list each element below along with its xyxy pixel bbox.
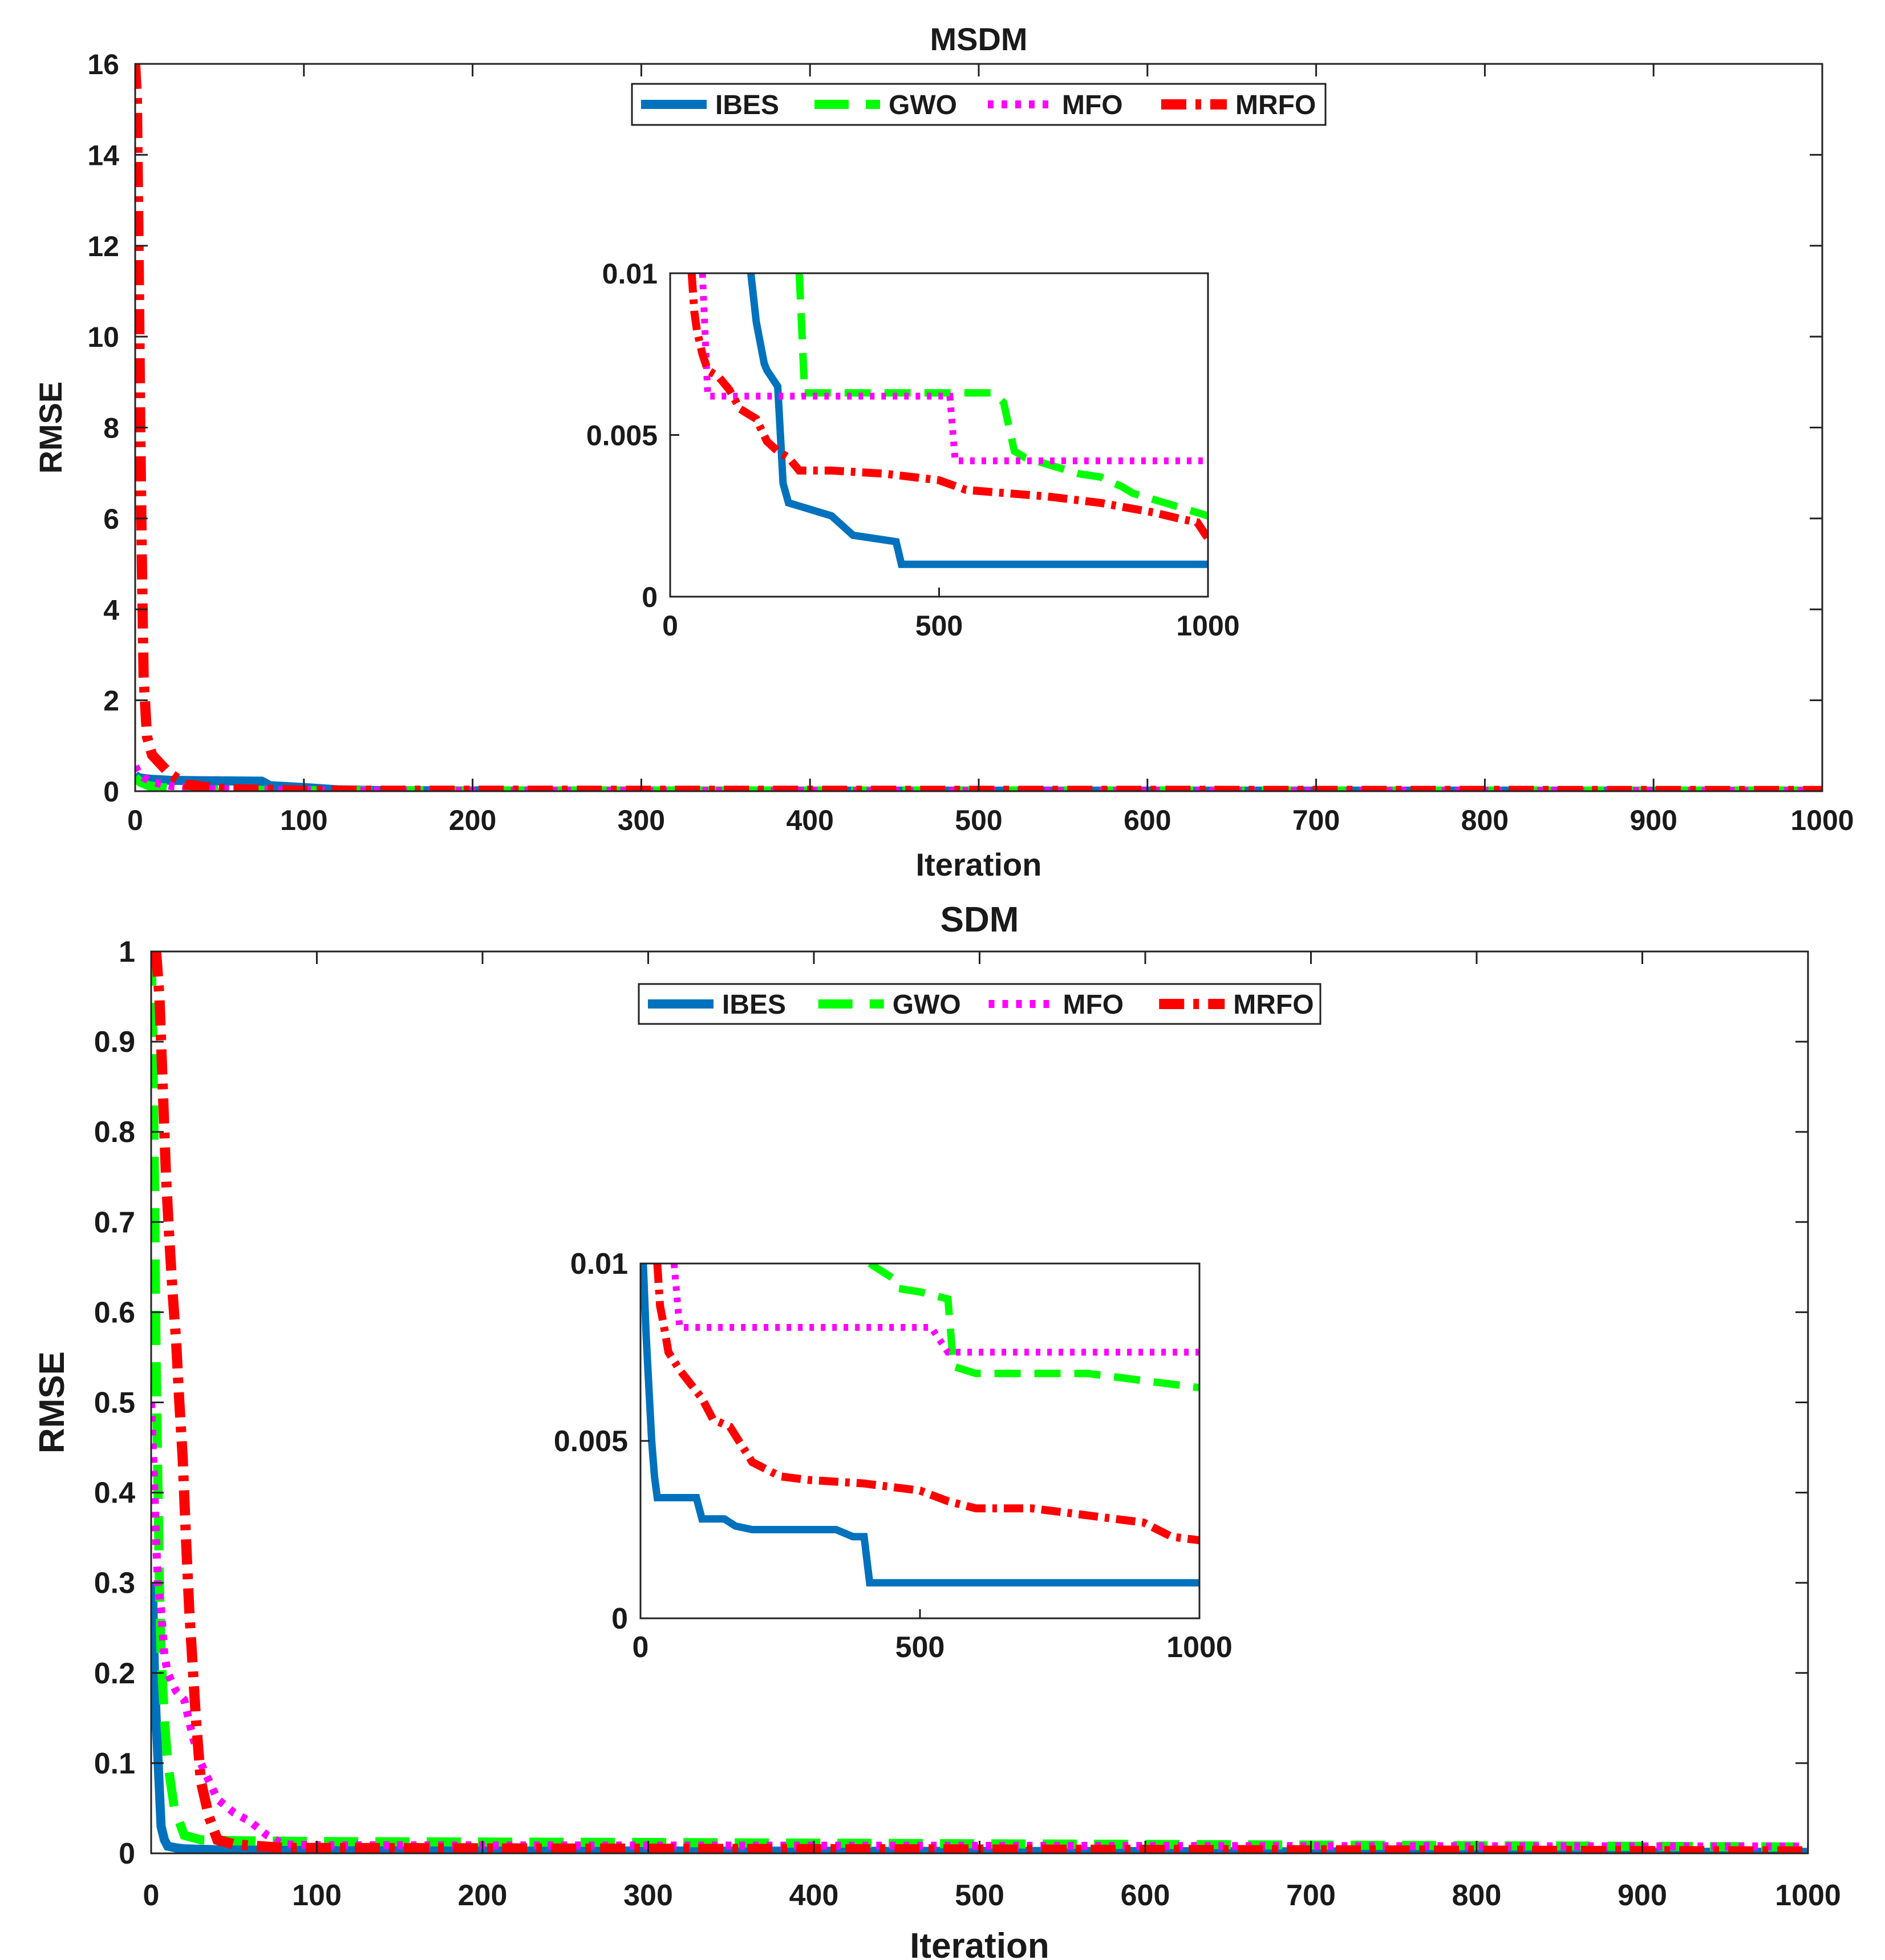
- legend: IBES GWO MFO MRFO: [638, 983, 1321, 1025]
- series-line-ibes: [151, 1582, 1808, 1853]
- x-tick-label: 800: [1452, 1879, 1502, 1912]
- y-axis-label: RMSE: [33, 1351, 72, 1453]
- x-tick-label: 400: [789, 1879, 839, 1912]
- x-tick-label: 500: [955, 1879, 1004, 1912]
- inset-y-tick-label: 0.005: [586, 420, 658, 452]
- y-tick-label: 0.9: [94, 1026, 135, 1059]
- series-line-mrfo: [151, 951, 1808, 1853]
- y-tick-label: 12: [87, 230, 119, 262]
- inset-background: [641, 1264, 1199, 1618]
- legend-label-mfo: MFO: [1063, 990, 1124, 1020]
- y-tick-label: 0.6: [94, 1296, 135, 1329]
- inset-y-tick-label: 0.01: [602, 258, 658, 290]
- y-tick-label: 0.1: [94, 1747, 135, 1780]
- inset-y-tick-label: 0.005: [554, 1425, 628, 1458]
- y-tick-label: 0.4: [94, 1477, 135, 1510]
- y-tick-label: 0: [119, 1837, 135, 1870]
- legend-label-mrfo: MRFO: [1233, 990, 1314, 1020]
- inset-line-gwo: [795, 273, 1208, 520]
- x-axis-label: Iteration: [916, 847, 1042, 882]
- inset-series-group: [641, 1264, 1199, 1587]
- y-tick-label: 10: [87, 321, 119, 353]
- x-axis-label: Iteration: [910, 1926, 1049, 1960]
- y-tick-label: 1: [119, 936, 135, 969]
- x-tick-label: 0: [127, 804, 143, 836]
- inset-x-tick-label: 0: [662, 610, 678, 642]
- x-tick-label: 700: [1286, 1879, 1336, 1912]
- x-tick-label: 300: [623, 1879, 673, 1912]
- x-tick-label: 600: [1124, 804, 1171, 836]
- legend-label-ibes: IBES: [715, 90, 779, 120]
- legend: IBES GWO MFO MRFO: [631, 83, 1327, 126]
- inset-line-mrfo: [653, 1264, 1199, 1545]
- inset-x-tick-label: 500: [895, 1631, 945, 1664]
- x-tick-label: 900: [1629, 804, 1677, 836]
- y-tick-label: 0.8: [94, 1116, 135, 1149]
- y-tick-label: 6: [103, 503, 119, 535]
- inset-x-tick-label: 500: [915, 610, 963, 642]
- inset-line-ibes: [747, 273, 1208, 568]
- legend-label-mfo: MFO: [1062, 90, 1123, 120]
- x-tick-label: 400: [786, 804, 833, 836]
- legend-label-gwo: GWO: [889, 90, 957, 120]
- series-line-mrfo: [135, 63, 1822, 791]
- y-axis-label: RMSE: [33, 382, 68, 474]
- y-tick-label: 16: [87, 48, 119, 80]
- inset-x-tick-label: 1000: [1176, 610, 1239, 642]
- y-tick-label: 8: [103, 412, 119, 444]
- series-group: [151, 951, 1808, 1853]
- y-tick-label: 0: [103, 776, 119, 808]
- y-tick-label: 2: [103, 685, 119, 717]
- x-tick-label: 700: [1292, 804, 1340, 836]
- inset-x-tick-label: 1000: [1166, 1631, 1233, 1664]
- x-tick-label: 200: [458, 1879, 508, 1912]
- y-tick-label: 0.3: [94, 1567, 135, 1600]
- inset-background: [670, 273, 1208, 597]
- legend-label-gwo: GWO: [893, 990, 961, 1020]
- y-tick-label: 0.5: [94, 1387, 135, 1420]
- y-tick-label: 0.2: [94, 1657, 135, 1690]
- y-tick-label: 0.7: [94, 1206, 135, 1239]
- inset-y-tick-label: 0: [642, 581, 658, 613]
- x-tick-label: 500: [955, 804, 1002, 836]
- x-tick-label: 300: [618, 804, 665, 836]
- x-tick-label: 0: [143, 1879, 160, 1912]
- chart-title: SDM: [941, 900, 1019, 939]
- inset-series-group: [687, 273, 1208, 568]
- x-tick-label: 600: [1121, 1879, 1170, 1912]
- inset-zoom: 0 500 1000 0 0.005 0.01: [554, 1248, 1233, 1664]
- y-tick-label: 4: [103, 594, 119, 626]
- inset-y-tick-label: 0: [611, 1602, 628, 1635]
- x-tick-label: 100: [280, 804, 327, 836]
- x-tick-label: 1000: [1790, 804, 1854, 836]
- chart-title: MSDM: [930, 21, 1027, 57]
- x-tick-label: 100: [292, 1879, 342, 1912]
- x-tick-label: 200: [449, 804, 496, 836]
- y-tick-label: 14: [87, 139, 119, 171]
- legend-label-mrfo: MRFO: [1235, 90, 1316, 120]
- inset-x-tick-label: 0: [633, 1631, 649, 1664]
- inset-line-gwo: [867, 1264, 1199, 1392]
- inset-y-tick-label: 0.01: [570, 1248, 628, 1281]
- legend-box: [638, 983, 1321, 1025]
- legend-label-ibes: IBES: [722, 990, 786, 1020]
- x-tick-label: 900: [1618, 1879, 1667, 1912]
- inset-line-ibes: [641, 1264, 1199, 1587]
- inset-line-mrfo: [687, 273, 1208, 541]
- x-tick-label: 800: [1461, 804, 1509, 836]
- legend-box: [631, 83, 1327, 126]
- x-tick-label: 1000: [1775, 1879, 1841, 1912]
- inset-zoom: 0 500 1000 0 0.005 0.01: [586, 258, 1240, 642]
